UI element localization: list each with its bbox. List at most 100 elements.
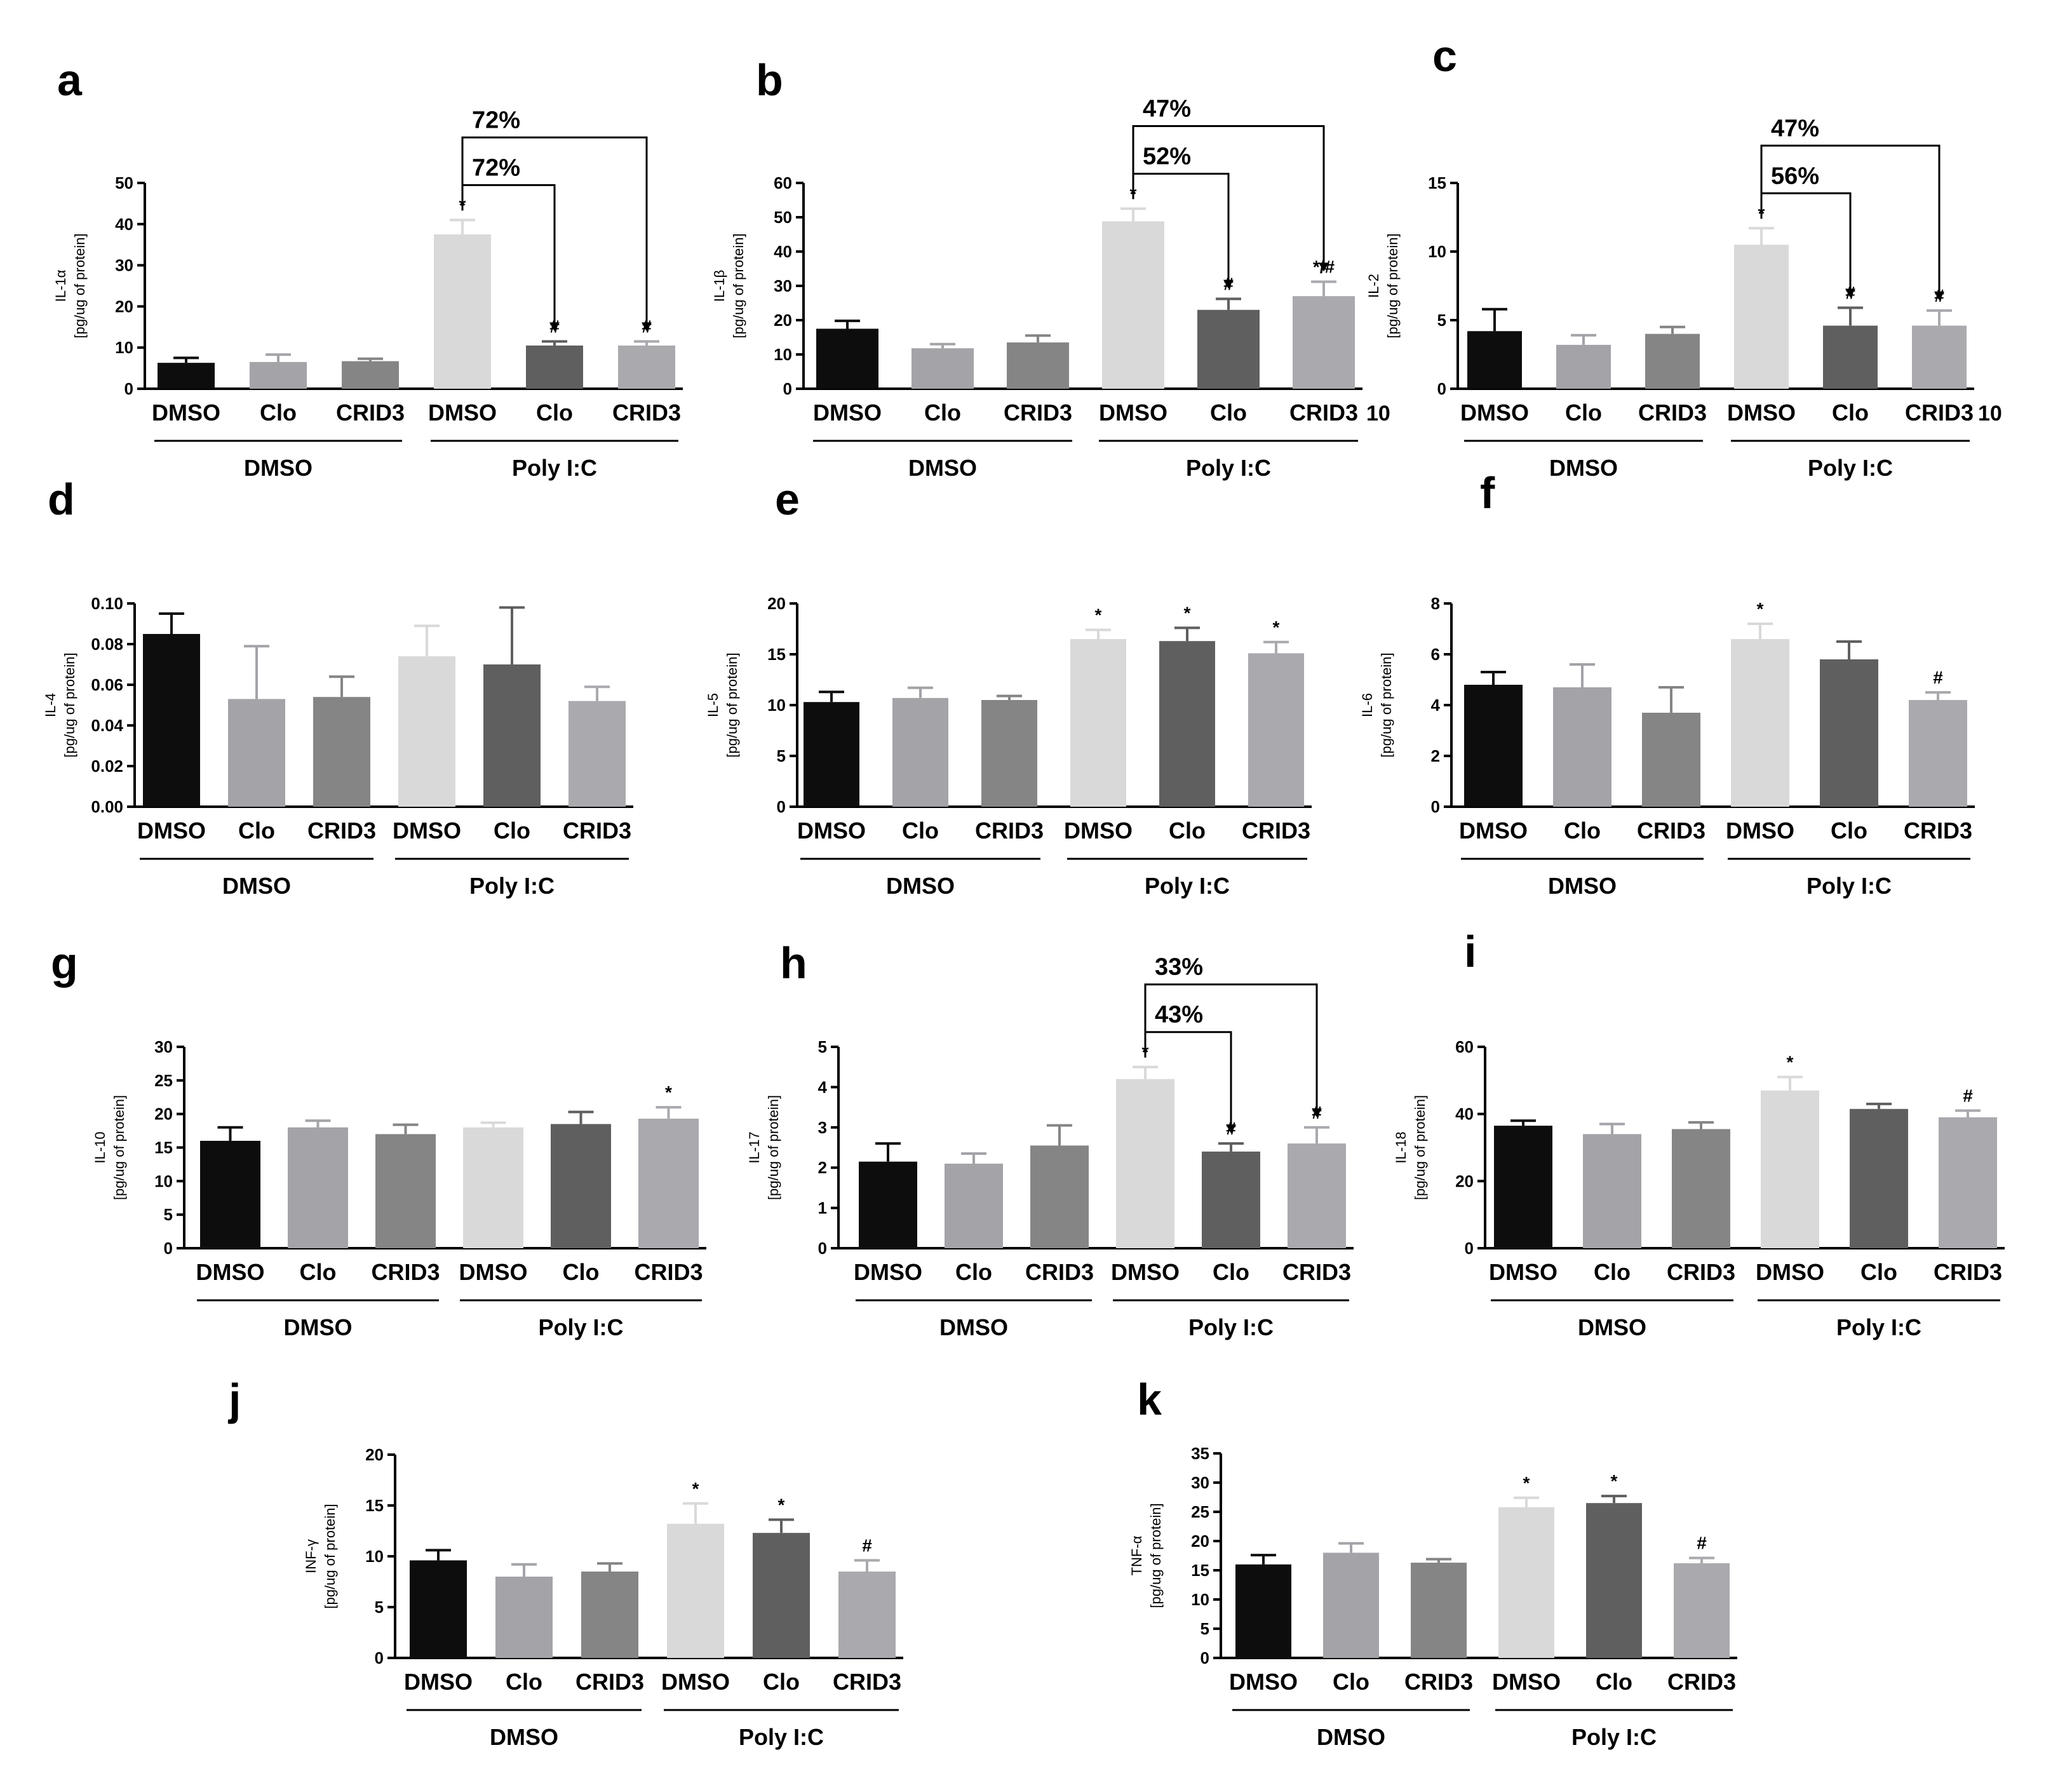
x-tick-label: DMSO [1459,818,1528,844]
x-tick-label: CRID3 [1638,400,1707,426]
group-label: DMSO [1578,1314,1646,1340]
panel-letter: b [756,55,783,105]
y-tick-label: 5 [1201,1619,1209,1638]
x-tick-label: DMSO [813,400,882,426]
bar [859,1161,917,1248]
comparison-bracket [1760,144,1941,292]
y-axis-title: IL-10 [92,1131,108,1163]
x-tick-label: CRID3 [1905,400,1974,426]
bracket-arrowhead [1312,1108,1322,1117]
x-tick-label: Clo [494,818,530,844]
bar [1553,687,1611,807]
x-tick-label: Clo [1333,1669,1369,1695]
bar [1674,1563,1730,1658]
significance-mark: * [1611,1471,1618,1491]
y-tick-label: 40 [115,215,133,234]
bar [526,345,583,389]
panel-letter: k [1137,1375,1162,1424]
x-tick-label: DMSO [152,400,220,426]
y-tick-label: 30 [115,256,133,275]
x-tick-label: CRID3 [1667,1259,1735,1285]
x-tick-label: CRID3 [1242,818,1310,844]
x-tick-label: Clo [955,1259,992,1285]
comparison-bracket [1144,983,1318,1108]
x-tick-label: Clo [1564,818,1601,844]
group-label: Poly I:C [1806,873,1892,899]
x-tick-label: DMSO [854,1259,922,1285]
y-tick-label: 10 [1191,1590,1209,1609]
x-tick-label: Clo [1832,400,1869,426]
y-tick-label: 0 [1437,379,1446,398]
x-tick-label: CRID3 [336,400,405,426]
significance-mark: * [665,1082,672,1102]
y-tick-label: 0.06 [91,675,123,694]
panel-letter: e [775,475,800,524]
y-axis-unit: [pg/ug of protein] [1148,1503,1164,1608]
x-tick-label: DMSO [196,1259,265,1285]
bar [1586,1503,1642,1658]
comparison-bracket [461,136,648,323]
y-axis-unit: [pg/ug of protein] [1385,233,1401,338]
panel-h: h 0 1 2 3 4 5 IL-17 [pg/ug of protein] DMSO Clo CRI… [746,938,1354,1340]
x-tick-label: Clo [1860,1259,1897,1285]
x-tick-label: CRID3 [1934,1259,2002,1285]
y-tick-label: 10 [115,338,133,357]
group-label: DMSO [1548,873,1617,899]
panel-f: f 0 2 4 6 8 IL-6 [pg/ug of protein] DMSO Clo CRID3… [1359,468,1975,899]
bar [1323,1552,1379,1658]
y-tick-label: 0 [818,1239,827,1258]
extra-label: 10 [1978,401,2002,426]
bar [1159,641,1215,807]
panel-j: j 0 5 10 15 20 INF-γ [pg/ug of protein] DMSO Clo C… [227,1375,903,1750]
group-label: Poly I:C [1571,1724,1657,1750]
y-tick-label: 0.00 [91,797,123,816]
y-tick-label: 8 [1431,594,1440,613]
group-label: Poly I:C [1188,1314,1274,1340]
y-tick-label: 60 [1455,1037,1474,1056]
x-tick-label: Clo [1565,400,1602,426]
bar [1288,1143,1346,1248]
comparison-bracket [1132,125,1325,263]
bracket-percent-label: 47% [1771,115,1819,142]
bar [1197,309,1260,389]
y-tick-label: 2 [1431,746,1440,765]
bar [1411,1563,1467,1658]
y-tick-label: 5 [818,1037,827,1056]
bar [551,1124,611,1248]
y-axis-title: IL-17 [746,1131,762,1163]
y-tick-label: 0 [375,1648,384,1667]
y-tick-label: 5 [1437,311,1446,330]
bar [158,363,215,389]
x-tick-label: DMSO [797,818,866,844]
y-axis-unit: [pg/ug of protein] [765,1095,781,1200]
bracket-arrowhead [642,322,652,332]
bar [753,1533,810,1658]
significance-mark: # [1933,668,1943,687]
x-tick-label: Clo [1169,818,1206,844]
y-tick-label: 5 [777,746,786,765]
y-tick-label: 15 [365,1496,384,1515]
bar [892,697,948,807]
y-axis-unit: [pg/ug of protein] [322,1504,338,1608]
x-tick-label: Clo [1213,1259,1249,1285]
group-label: Poly I:C [1186,455,1271,481]
y-tick-label: 50 [115,173,133,192]
y-tick-label: 10 [774,345,792,364]
bar [568,701,626,807]
y-tick-label: 1 [818,1199,827,1218]
y-tick-label: 0.10 [91,594,123,613]
bar [1070,639,1126,807]
x-tick-label: Clo [536,400,573,426]
bar [313,697,370,807]
bracket-arrowhead [1223,279,1234,289]
panel-c: c 0 5 10 15 IL-2 [pg/ug of protein] DMSO Clo CRID… [1366,31,2002,481]
bar [1248,653,1304,807]
y-tick-label: 20 [767,594,786,613]
bar [463,1127,523,1248]
bar [1909,700,1967,807]
y-tick-label: 0.02 [91,757,123,776]
y-axis-title: IL-18 [1393,1131,1409,1163]
x-tick-label: CRID3 [833,1669,901,1695]
panel-d: d 0.00 0.02 0.04 0.06 0.08 0.10 IL-4 [pg/ug of p… [43,475,633,899]
y-tick-label: 0 [124,379,133,398]
